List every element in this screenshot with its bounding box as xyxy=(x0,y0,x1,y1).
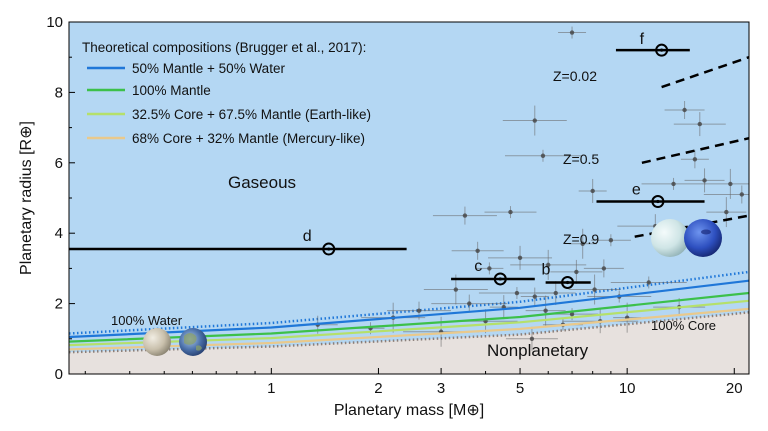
planet-c-marker xyxy=(493,272,507,286)
legend-title: Theoretical compositions (Brugger et al.… xyxy=(82,40,366,55)
highlighted-planets: d c b e f xyxy=(69,31,705,289)
nonplanetary-region xyxy=(69,312,749,374)
planet-d-marker xyxy=(322,242,336,256)
background-planet-point xyxy=(592,287,597,292)
planet-f-center xyxy=(660,48,664,52)
planet-e-label: e xyxy=(632,182,641,199)
z-line-label: Z=0.5 xyxy=(563,151,599,167)
water-boundary-line xyxy=(69,270,749,335)
y-axis-title: Planetary radius [R⊕] xyxy=(18,121,35,275)
core-boundary-line xyxy=(69,311,749,354)
planet-b-label: b xyxy=(542,261,551,278)
background-planet-point xyxy=(517,255,523,261)
legend: Theoretical compositions (Brugger et al.… xyxy=(82,40,371,146)
planet-b-center xyxy=(565,280,570,285)
x-axis-ticks: 1 2 3 5 10 20 xyxy=(84,368,743,397)
background-planet-point xyxy=(543,308,548,313)
background-planet-point xyxy=(553,290,558,296)
background-planet-point xyxy=(682,107,687,113)
background-planet-point xyxy=(569,311,575,317)
planet-c-center xyxy=(498,277,502,281)
background-planet-point xyxy=(724,209,729,215)
planet-c-label: c xyxy=(474,258,482,275)
background-planet-point xyxy=(508,209,513,215)
neptune-icon xyxy=(684,219,722,257)
y-tick-label: 8 xyxy=(55,84,63,101)
gaseous-region xyxy=(69,22,749,374)
background-planet-point xyxy=(475,248,480,253)
z-line xyxy=(641,136,749,165)
background-planet-point xyxy=(601,266,607,271)
x-axis-title: Planetary mass [M⊕] xyxy=(334,402,484,419)
background-planet-point xyxy=(540,153,546,158)
planet-f-label: f xyxy=(640,31,645,48)
legend-label: 100% Mantle xyxy=(132,83,211,98)
background-planet-point xyxy=(646,280,651,285)
background-planet-point xyxy=(453,287,459,292)
background-planet-point xyxy=(580,241,585,246)
water-boundary-label: 100% Water xyxy=(111,313,183,328)
x-tick-label: 20 xyxy=(726,380,743,397)
background-planet-point xyxy=(487,266,492,271)
legend-label: 50% Mantle + 50% Water xyxy=(132,61,285,76)
background-planet-point xyxy=(728,181,733,187)
legend-label: 32.5% Core + 67.5% Mantle (Earth-like) xyxy=(132,107,371,122)
planet-d-center xyxy=(327,247,331,251)
planet-e-center xyxy=(656,199,660,204)
background-planet-point xyxy=(546,262,551,268)
composition-curve xyxy=(69,279,749,339)
y-tick-label: 10 xyxy=(46,14,63,31)
z-lines: Z=0.02 Z=0.5 Z=0.9 xyxy=(553,56,749,247)
earth-continents-icon xyxy=(184,333,202,351)
background-planet-point xyxy=(462,213,468,218)
background-planet-point xyxy=(416,308,422,313)
background-planet-point xyxy=(532,118,537,123)
planet-b-marker xyxy=(561,275,575,289)
x-tick-label: 3 xyxy=(437,380,445,397)
background-planet-point xyxy=(608,238,614,243)
background-planet-point xyxy=(569,30,575,35)
z-line-label: Z=0.02 xyxy=(553,68,597,84)
background-planet-point xyxy=(697,121,702,127)
x-tick-label: 1 xyxy=(267,380,275,397)
gaseous-label: Gaseous xyxy=(228,173,296,192)
background-planet-point xyxy=(574,269,579,275)
y-tick-label: 4 xyxy=(55,225,63,242)
neptune-spot-icon xyxy=(701,229,711,235)
planet-illustrations xyxy=(143,219,722,356)
z-line xyxy=(661,56,749,89)
y-tick-label: 2 xyxy=(55,296,63,313)
background-planet-point xyxy=(467,301,472,306)
background-planet-point xyxy=(590,188,595,194)
x-tick-label: 2 xyxy=(374,380,382,397)
legend-label: 68% Core + 32% Mantle (Mercury-like) xyxy=(132,131,365,146)
water-planet-icon xyxy=(143,328,171,356)
nonplanetary-label: Nonplanetary xyxy=(487,341,589,360)
planet-e-marker xyxy=(651,195,665,209)
background-planet-point xyxy=(514,290,520,296)
background-planet-point xyxy=(532,294,537,299)
core-boundary-label: 100% Core xyxy=(651,318,716,333)
x-tick-label: 5 xyxy=(516,380,524,397)
background-planet-point xyxy=(671,181,676,187)
plot-regions: Z=0.02 Z=0.5 Z=0.9 xyxy=(69,22,749,374)
z-line-label: Z=0.9 xyxy=(563,231,599,247)
y-tick-label: 6 xyxy=(55,155,63,172)
ice-giant-icon xyxy=(651,219,689,257)
y-tick-label: 0 xyxy=(55,366,63,383)
background-planet-point xyxy=(739,192,745,197)
y-axis-ticks: 0 2 4 6 8 10 xyxy=(46,14,75,383)
background-planet-point xyxy=(692,157,698,162)
x-tick-label: 10 xyxy=(619,380,636,397)
background-planet-point xyxy=(702,178,707,183)
planet-d-label: d xyxy=(303,228,312,245)
background-planet-point xyxy=(529,336,535,341)
planet-f-marker xyxy=(655,43,669,57)
